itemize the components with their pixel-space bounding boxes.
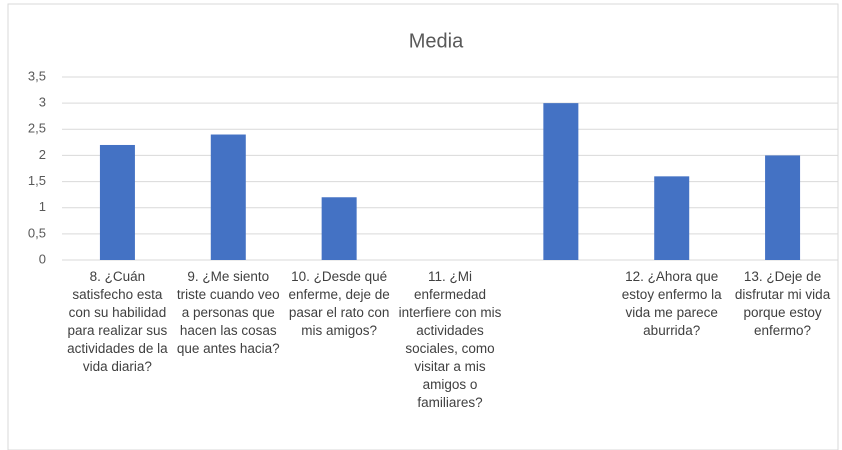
- bar: [321, 197, 357, 260]
- y-tick-label: 1,5: [28, 173, 46, 188]
- chart-title: Media: [409, 30, 464, 52]
- y-tick-label: 0: [39, 251, 46, 266]
- bar: [654, 176, 690, 260]
- x-tick-label: 13. ¿Deje de disfrutar mi vida porque es…: [734, 269, 831, 338]
- y-tick-label: 3: [39, 95, 46, 110]
- x-tick-label: 8. ¿Cuán satisfecho esta con su habilida…: [67, 269, 168, 374]
- bar: [210, 134, 246, 260]
- bar: [99, 144, 135, 260]
- y-tick-label: 1: [39, 199, 46, 214]
- x-tick-label: 10. ¿Desde qué enferme, deje de pasar el…: [288, 269, 390, 338]
- x-tick-label: 9. ¿Me siento triste cuando veo a person…: [176, 269, 280, 356]
- x-tick-label: 12. ¿Ahora que estoy enfermo la vida me …: [621, 269, 722, 338]
- bar: [543, 103, 579, 261]
- y-tick-label: 2: [39, 147, 46, 162]
- y-tick-label: 0,5: [28, 225, 46, 240]
- chart-frame: [7, 3, 839, 450]
- x-tick-label: 11. ¿Mi enfermedad interfiere con mis ac…: [398, 269, 502, 410]
- bar: [765, 155, 801, 260]
- y-tick-label: 2,5: [28, 121, 46, 136]
- y-tick-label: 3,5: [28, 68, 46, 83]
